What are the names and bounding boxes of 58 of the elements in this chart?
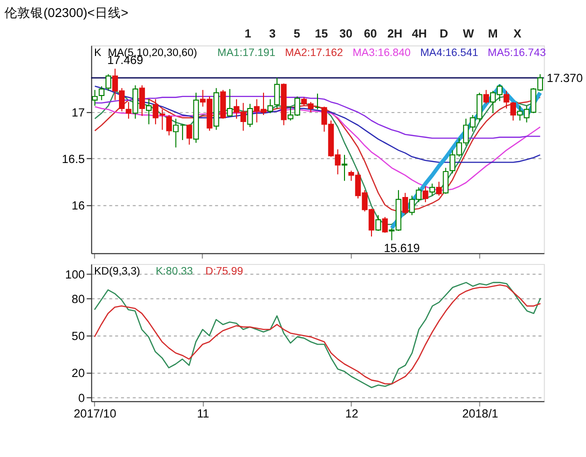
y-tick-label: 17 [72, 106, 85, 120]
x-tick-label: 2017/10 [74, 407, 117, 420]
candlestick [126, 102, 132, 120]
candlestick [436, 181, 442, 196]
candlestick [510, 102, 516, 122]
text: 3 [269, 28, 276, 41]
text: M [488, 28, 498, 41]
text: D:75.99 [205, 266, 244, 278]
x-tick-label: 11 [197, 407, 210, 420]
candlestick [105, 74, 112, 92]
candlestick [186, 124, 192, 146]
candlestick [146, 98, 152, 125]
text: 4H [412, 28, 427, 41]
text: 60 [364, 28, 378, 41]
y-tick-label: 16 [72, 199, 86, 212]
candlestick [483, 89, 490, 104]
text: MA1:17.191 [217, 47, 276, 60]
candlestick [98, 86, 104, 101]
candlestick [422, 186, 428, 203]
text: MA3:16.840 [352, 47, 411, 60]
candlestick [314, 93, 320, 110]
y-tick-label: 20 [72, 367, 86, 380]
text: 1 [244, 28, 252, 41]
y-tick-label: 16.5 [62, 152, 86, 166]
x-tick-label: 2018/1 [462, 407, 498, 420]
candlestick [166, 114, 172, 136]
annotation: K [94, 47, 102, 60]
text: MA5:16.743 [488, 47, 546, 60]
text: 30 [339, 28, 353, 41]
candlestick [442, 167, 449, 194]
text: 2H [387, 28, 402, 41]
chart-title: 伦敦银(02300)<日线> [4, 5, 128, 20]
candlestick [375, 214, 382, 232]
candlestick [504, 90, 510, 109]
text: 5 [294, 28, 301, 41]
candlestick [382, 216, 388, 234]
ref-line-label: 17.370 [546, 72, 584, 85]
annotation: KD(9,3,3) [94, 266, 140, 278]
candlestick [342, 154, 348, 182]
candlestick [139, 84, 145, 116]
text: K:80.33 [156, 266, 193, 278]
text: 15 [314, 28, 328, 41]
y-tick-label: 50 [72, 330, 86, 344]
candlestick [247, 103, 253, 128]
text: X [513, 28, 522, 41]
text: MA2:17.162 [284, 47, 344, 60]
y-tick-label: 80 [72, 292, 86, 306]
annotation: 15.619 [384, 242, 420, 256]
candlestick [429, 183, 436, 196]
x-tick-label: 12 [345, 407, 358, 420]
candlestick [92, 89, 98, 106]
candlestick [402, 192, 408, 215]
y-tick-label: 0 [78, 392, 86, 405]
y-tick-label: 100 [65, 268, 86, 282]
candlestick [226, 88, 233, 116]
text: D [440, 28, 448, 41]
text: W [462, 28, 475, 41]
text: MA4:16.541 [420, 47, 478, 60]
